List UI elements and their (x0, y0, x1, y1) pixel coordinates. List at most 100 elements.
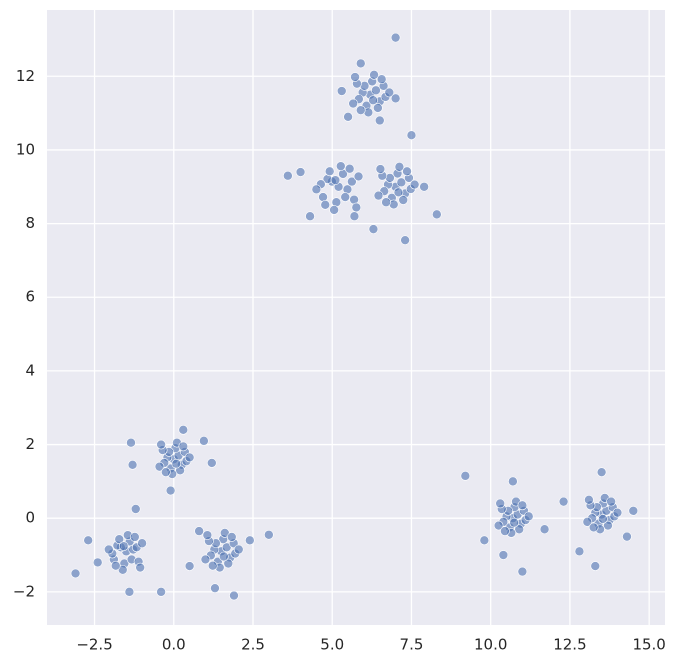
point (350, 72, 360, 82)
point (305, 211, 315, 222)
x-tick-label: 2.5 (241, 636, 265, 654)
point (374, 115, 385, 126)
point (343, 111, 353, 122)
point (165, 485, 176, 496)
point (184, 561, 195, 571)
point (373, 103, 383, 113)
point (124, 587, 135, 597)
point (381, 197, 391, 208)
point (590, 561, 601, 571)
point (344, 163, 355, 174)
point (390, 32, 401, 43)
point (584, 494, 594, 505)
point (202, 530, 213, 540)
point (394, 162, 405, 172)
point (514, 524, 525, 535)
point (500, 526, 510, 536)
point (375, 164, 386, 174)
point (376, 74, 387, 85)
point (479, 535, 490, 546)
x-tick-label: −2.5 (76, 636, 112, 654)
point (558, 496, 569, 507)
point (245, 535, 255, 546)
point (320, 200, 331, 210)
point (508, 476, 518, 487)
point (409, 179, 420, 190)
point (229, 590, 239, 601)
y-tick-label: 2 (25, 435, 35, 453)
point (135, 562, 145, 573)
point (70, 568, 81, 579)
point (622, 531, 632, 542)
point (156, 587, 166, 597)
point (178, 425, 189, 435)
point (517, 500, 528, 511)
point (509, 517, 519, 528)
point (118, 541, 129, 551)
y-tick-label: 8 (25, 214, 35, 232)
point (129, 532, 140, 542)
x-tick-label: 5.0 (320, 636, 344, 654)
point (104, 544, 114, 555)
point (295, 167, 306, 177)
point (368, 95, 378, 106)
point (324, 166, 335, 177)
point (393, 187, 404, 198)
point (210, 583, 220, 593)
y-tick-label: 4 (25, 361, 35, 379)
point (582, 517, 593, 527)
point (311, 184, 322, 195)
point (199, 436, 209, 446)
point (207, 560, 218, 571)
point (598, 514, 608, 524)
point (264, 529, 274, 540)
point (200, 554, 211, 565)
point (348, 98, 358, 109)
point (406, 130, 417, 141)
point (161, 467, 171, 477)
point (628, 506, 639, 516)
point (137, 538, 147, 549)
point (233, 544, 244, 555)
point (396, 177, 407, 188)
point (353, 171, 364, 182)
point (329, 205, 339, 215)
point (219, 551, 229, 562)
y-tick-label: −2 (13, 582, 35, 600)
point (398, 195, 409, 205)
point (283, 170, 293, 181)
point (517, 566, 528, 577)
y-tick-label: 10 (16, 140, 35, 158)
point (432, 209, 442, 220)
point (355, 58, 366, 69)
point (92, 557, 103, 568)
y-tick-label: 0 (25, 509, 35, 527)
point (384, 87, 395, 98)
point (498, 550, 509, 560)
point (369, 70, 379, 80)
point (340, 192, 351, 202)
point (156, 439, 166, 450)
point (603, 520, 613, 531)
point (184, 452, 195, 463)
point (351, 202, 362, 213)
point (588, 522, 599, 533)
point (171, 458, 182, 469)
point (194, 526, 204, 536)
point (335, 161, 346, 171)
point (606, 496, 616, 507)
point (226, 532, 237, 542)
point (400, 235, 410, 245)
y-tick-label: 6 (25, 288, 35, 306)
point (110, 560, 121, 571)
point (154, 461, 165, 472)
point (390, 93, 401, 104)
y-tick-label: 12 (16, 67, 35, 85)
point (83, 535, 93, 546)
point (349, 211, 360, 222)
point (419, 181, 429, 192)
point (460, 471, 471, 481)
point (127, 460, 138, 470)
point (373, 190, 384, 201)
